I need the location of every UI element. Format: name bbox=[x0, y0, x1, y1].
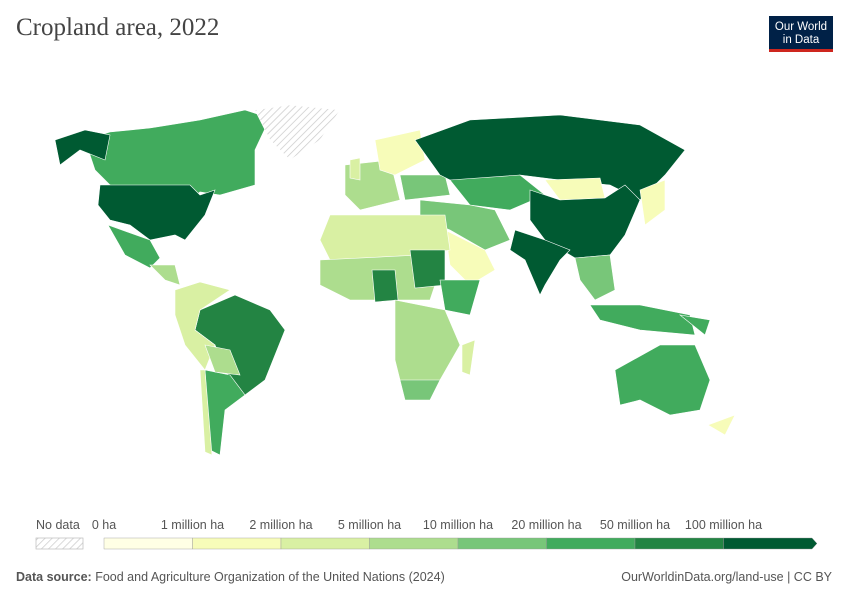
region-mongolia[interactable] bbox=[544, 177, 606, 201]
region-mexico[interactable] bbox=[107, 224, 161, 269]
data-source: Data source: Food and Agriculture Organi… bbox=[16, 570, 445, 584]
region-greenland[interactable] bbox=[254, 104, 341, 161]
legend-label: 1 million ha bbox=[161, 518, 224, 532]
data-source-label: Data source: bbox=[16, 570, 92, 584]
region-arabian-peninsula[interactable] bbox=[444, 229, 496, 286]
legend-label: 10 million ha bbox=[423, 518, 493, 532]
region-japan[interactable] bbox=[639, 179, 666, 226]
legend-label: 100 million ha bbox=[685, 518, 762, 532]
legend-label: 0 ha bbox=[92, 518, 116, 532]
legend-swatch-2[interactable] bbox=[280, 537, 370, 550]
legend-label: 20 million ha bbox=[511, 518, 581, 532]
legend-swatch-7[interactable] bbox=[723, 537, 818, 550]
region-united-states[interactable] bbox=[97, 184, 216, 241]
chart-title: Cropland area, 2022 bbox=[16, 14, 220, 41]
region-southeast-asia[interactable] bbox=[574, 254, 616, 301]
world-map[interactable] bbox=[0, 90, 850, 500]
region-northern-south-america[interactable] bbox=[174, 281, 231, 371]
region-alaska[interactable] bbox=[54, 129, 111, 166]
source-url-link[interactable]: OurWorldinData.org/land-use | CC BY bbox=[621, 570, 832, 584]
region-madagascar[interactable] bbox=[461, 339, 476, 376]
legend-label: 50 million ha bbox=[600, 518, 670, 532]
region-chile[interactable] bbox=[199, 369, 213, 456]
region-india[interactable] bbox=[509, 229, 571, 296]
region-indonesia[interactable] bbox=[589, 304, 696, 336]
logo-line-1: Our World bbox=[774, 21, 828, 33]
region-papua-new-guinea[interactable] bbox=[678, 314, 711, 336]
legend-swatch-0[interactable] bbox=[103, 537, 193, 550]
region-eastern-europe[interactable] bbox=[399, 174, 451, 201]
region-new-zealand[interactable] bbox=[707, 414, 736, 436]
region-china[interactable] bbox=[529, 184, 641, 259]
legend-no-data-label: No data bbox=[36, 518, 80, 532]
region-australia[interactable] bbox=[614, 344, 711, 416]
region-kazakhstan[interactable] bbox=[449, 174, 546, 211]
owid-logo[interactable]: Our World in Data bbox=[769, 16, 833, 52]
region-south-africa[interactable] bbox=[399, 379, 441, 401]
region-east-africa[interactable] bbox=[439, 279, 481, 316]
legend-swatch-6[interactable] bbox=[634, 537, 724, 550]
region-central-america[interactable] bbox=[149, 264, 181, 286]
logo-line-2: in Data bbox=[782, 34, 820, 46]
region-nigeria[interactable] bbox=[371, 269, 399, 303]
legend-swatch-4[interactable] bbox=[457, 537, 547, 550]
region-united-kingdom[interactable] bbox=[349, 157, 361, 181]
legend-swatch-5[interactable] bbox=[546, 537, 636, 550]
legend-label: 2 million ha bbox=[249, 518, 312, 532]
data-source-text: Food and Agriculture Organization of the… bbox=[95, 570, 445, 584]
legend-swatch-3[interactable] bbox=[369, 537, 459, 550]
legend-no-data-swatch bbox=[35, 537, 84, 550]
legend-swatch-1[interactable] bbox=[192, 537, 282, 550]
legend-label: 5 million ha bbox=[338, 518, 401, 532]
legend: No data 0 ha 1 million ha 2 million ha 5 mi… bbox=[35, 518, 818, 550]
region-bolivia-paraguay[interactable] bbox=[204, 344, 241, 376]
region-sudan[interactable] bbox=[409, 249, 446, 289]
region-scandinavia[interactable] bbox=[374, 129, 426, 176]
